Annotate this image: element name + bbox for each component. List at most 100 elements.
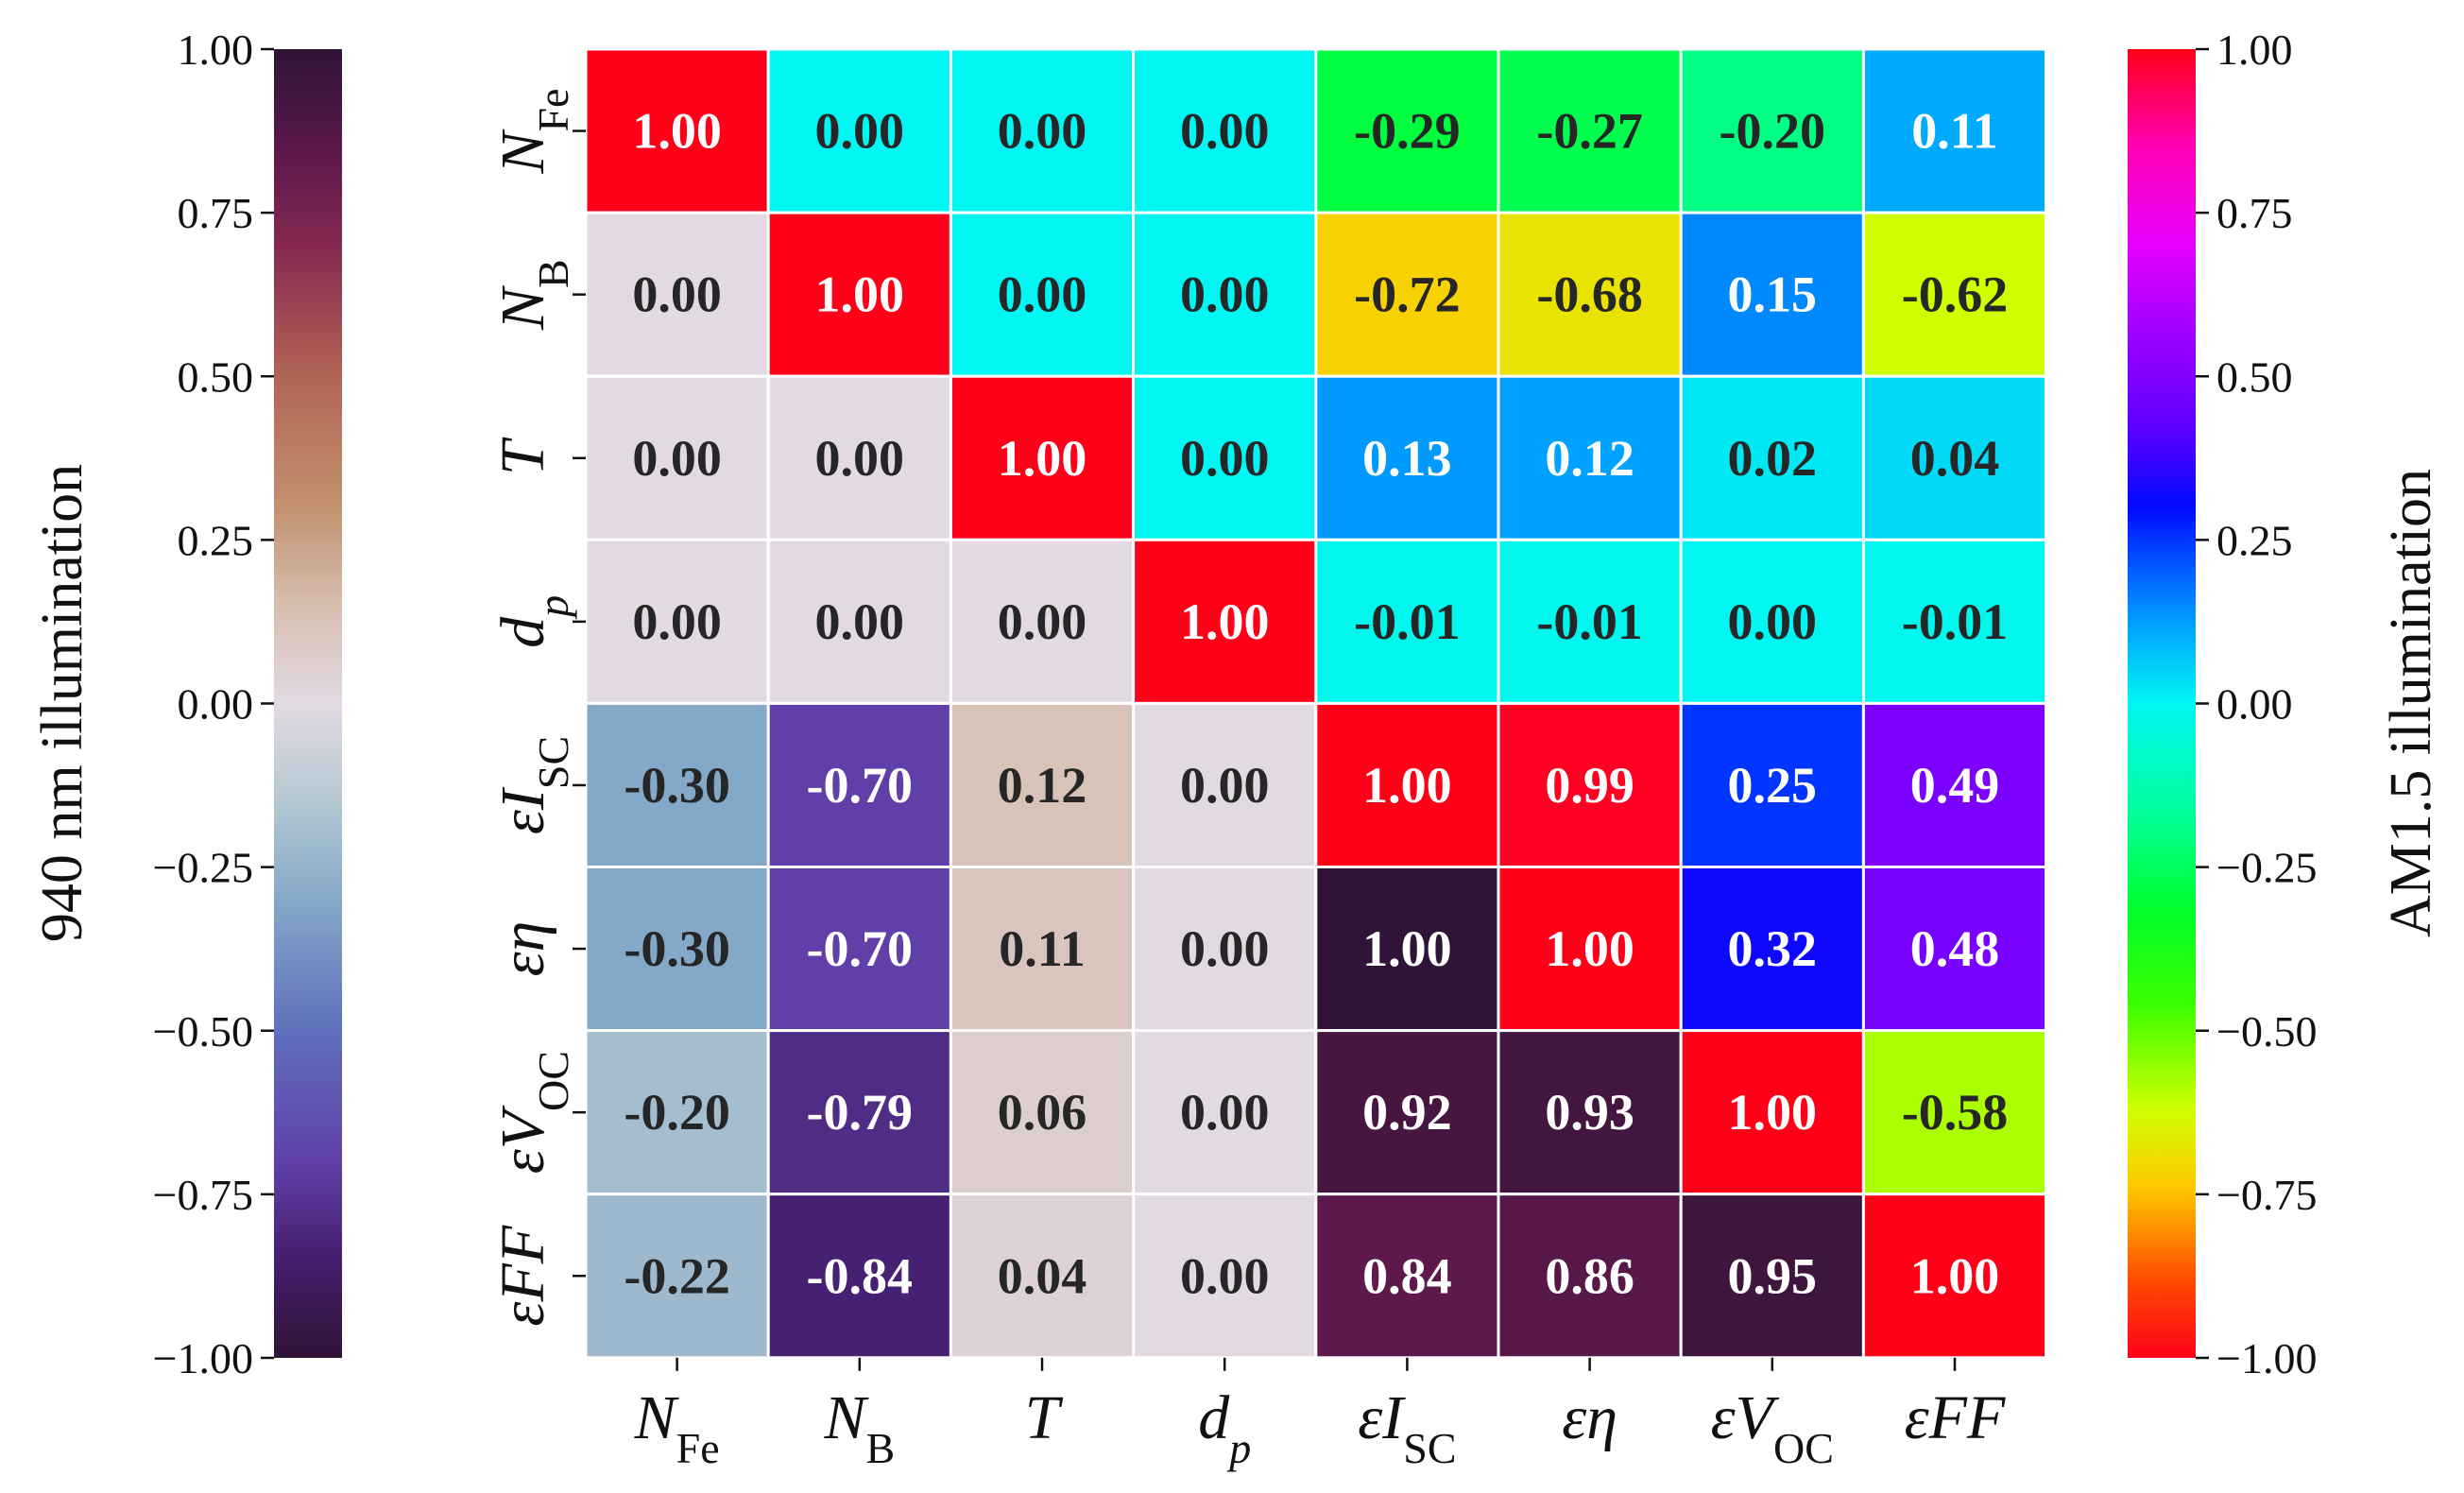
cell-value-label: -0.68 — [1536, 266, 1642, 323]
cell-value-label: 0.32 — [1728, 920, 1818, 977]
cell-value-label: 1.00 — [815, 266, 905, 323]
colorbar-tick-label: −1.00 — [2216, 1334, 2317, 1382]
cell-value-label: -0.72 — [1354, 266, 1460, 323]
cell-value-label: 0.13 — [1362, 430, 1452, 487]
heatmap-cell — [766, 1029, 952, 1196]
row-label: εFF — [488, 1225, 557, 1326]
column-label: εISC — [1358, 1383, 1456, 1472]
cell-value-label: 1.00 — [1362, 757, 1452, 814]
colorbar-tick-label: 0.50 — [178, 352, 254, 401]
heatmap-cell — [1861, 374, 2048, 541]
heatmap-cell — [1861, 1193, 2048, 1360]
cell-value-label: 0.84 — [1362, 1247, 1452, 1304]
heatmap-cell — [1861, 1029, 2048, 1196]
column-label: dp — [1198, 1383, 1251, 1472]
heatmap-cell — [1314, 1193, 1500, 1360]
cell-value-label: 0.00 — [632, 266, 722, 323]
colorbar-tick-label: 0.25 — [2216, 516, 2293, 564]
heatmap-cell — [949, 1029, 1136, 1196]
heatmap-cell — [1861, 538, 2048, 705]
cell-value-label: -0.62 — [1902, 266, 2008, 323]
heatmap-cell — [1132, 701, 1318, 869]
heatmap-cell — [1679, 1193, 1865, 1360]
heatmap-cell — [1314, 374, 1500, 541]
heatmap-cell — [584, 701, 770, 869]
cell-value-label: -0.30 — [624, 920, 729, 977]
column-label: εη — [1562, 1383, 1617, 1452]
cell-value-label: 0.11 — [1911, 103, 1998, 160]
cell-value-label: -0.58 — [1902, 1084, 2008, 1141]
cell-value-label: 0.06 — [998, 1084, 1087, 1141]
heatmap-cell — [1679, 211, 1865, 378]
colorbar-tick-label: 1.00 — [2216, 26, 2293, 74]
heatmap-cell — [1497, 47, 1683, 215]
cell-value-label: 0.86 — [1545, 1247, 1634, 1304]
cell-value-label: -0.30 — [624, 757, 729, 814]
right-colorbar: 1.00 0.75 0.50 0.25 0.00 −0.25 −0.50 −0.75 −1.00… — [2128, 26, 2443, 1382]
cell-value-label: 0.04 — [998, 1247, 1087, 1304]
cell-value-label: -0.20 — [624, 1084, 729, 1141]
colorbar-tick-label: 0.75 — [178, 189, 254, 237]
row-label: εη — [488, 921, 557, 977]
cell-value-label: 1.00 — [1910, 1247, 2000, 1304]
heatmap-cell — [949, 1193, 1136, 1360]
column-label: εVOC — [1711, 1383, 1834, 1472]
cell-value-label: 0.00 — [998, 103, 1087, 160]
heatmap-cell — [1132, 1193, 1318, 1360]
cell-value-label: 1.00 — [998, 430, 1087, 487]
cell-value-label: -0.01 — [1536, 593, 1642, 650]
row-labels: NFe NB Tdp εISC εη εVOC εFF — [488, 89, 586, 1327]
cell-value-label: 0.00 — [1180, 1084, 1270, 1141]
cell-value-label: 0.00 — [1180, 1247, 1270, 1304]
heatmap-cell — [1861, 211, 2048, 378]
cell-value-label: 1.00 — [1362, 920, 1452, 977]
colorbar-tick-label: 0.00 — [2216, 680, 2293, 729]
cell-value-label: 0.00 — [1728, 593, 1818, 650]
cell-value-label: 0.00 — [998, 266, 1087, 323]
row-label: εISC — [488, 736, 577, 834]
heatmap-cell — [1497, 866, 1683, 1033]
left-colorbar-label: 940 nm illumination — [30, 464, 94, 942]
left-colorbar-gradient — [274, 49, 342, 1358]
heatmap-cell — [766, 701, 952, 869]
colorbar-tick-label: −0.75 — [2216, 1171, 2317, 1219]
cell-value-label: -0.27 — [1536, 103, 1642, 160]
heatmap-cell — [1497, 211, 1683, 378]
colorbar-tick-label: −0.75 — [153, 1171, 253, 1219]
cell-value-label: 0.93 — [1545, 1084, 1634, 1141]
cell-value-label: -0.29 — [1354, 103, 1460, 160]
heatmap-cell — [1497, 701, 1683, 869]
heatmap-cell — [1314, 866, 1500, 1033]
heatmap-cell — [1679, 538, 1865, 705]
column-label: T — [1025, 1383, 1064, 1452]
heatmap-cell — [1679, 866, 1865, 1033]
right-colorbar-label: AM1.5 illumination — [2379, 469, 2443, 937]
cell-value-label: 0.00 — [1180, 920, 1270, 977]
cell-value-label: 0.04 — [1910, 430, 2000, 487]
heatmap-cell — [1314, 1029, 1500, 1196]
colorbar-tick-label: 0.50 — [2216, 352, 2293, 401]
row-label: T — [488, 437, 557, 475]
cell-value-label: 0.00 — [1180, 266, 1270, 323]
cell-value-label: 0.11 — [999, 920, 1086, 977]
cell-value-label: 0.12 — [1545, 430, 1634, 487]
row-label: NB — [488, 259, 577, 331]
cell-value-label: -0.84 — [807, 1247, 913, 1304]
heatmap-cell — [1497, 1193, 1683, 1360]
heatmap-cell — [584, 1193, 770, 1360]
cell-value-label: 1.00 — [1545, 920, 1634, 977]
row-label: εVOC — [488, 1051, 577, 1174]
cell-value-label: 0.15 — [1728, 266, 1818, 323]
cell-value-label: 1.00 — [1728, 1084, 1818, 1141]
colorbar-tick-label: −0.25 — [153, 844, 253, 892]
heatmap-grid: 1.00 0.00 0.00 0.00 -0.29 -0.27 -0.20 0.11 0.00 1… — [584, 47, 2048, 1360]
cell-value-label: -0.20 — [1720, 103, 1825, 160]
colorbar-tick-label: 0.00 — [178, 680, 254, 729]
heatmap-cell — [949, 538, 1136, 705]
left-colorbar: 1.00 0.75 0.50 0.25 0.00 −0.25 −0.50 −0.75 −1.00… — [30, 26, 342, 1382]
cell-value-label: 0.02 — [1728, 430, 1818, 487]
heatmap-cell — [1679, 374, 1865, 541]
heatmap-cell — [584, 374, 770, 541]
right-colorbar-ticks: 1.00 0.75 0.50 0.25 0.00 −0.25 −0.50 −0.75 −1.00 — [2196, 26, 2317, 1382]
